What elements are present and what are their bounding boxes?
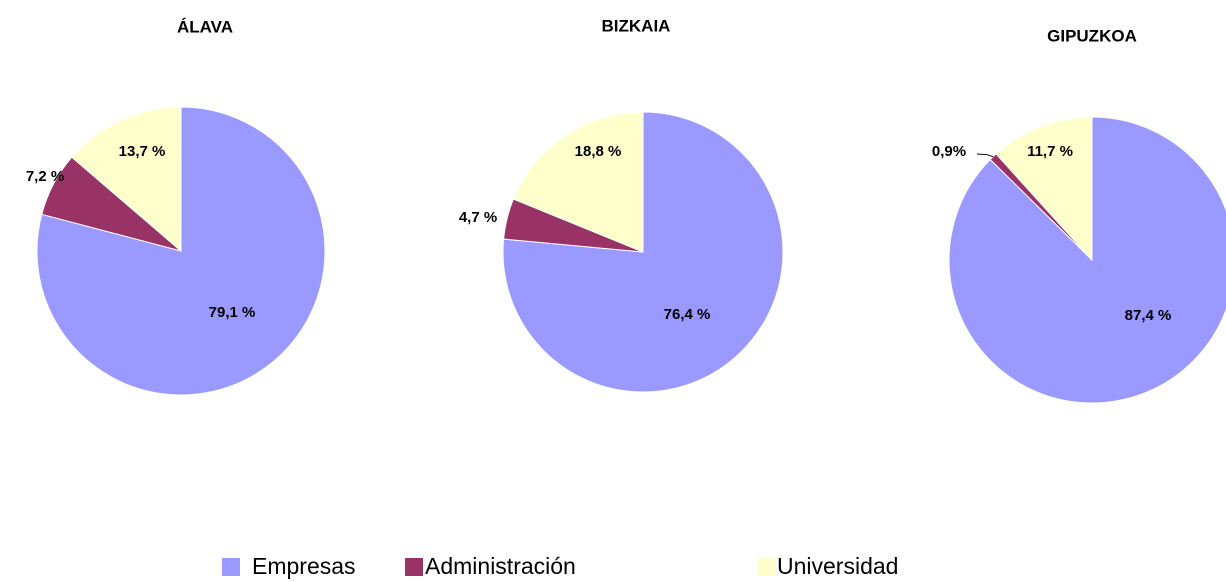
- leader-line: [976, 153, 994, 158]
- data-label: 4,7 %: [459, 209, 497, 226]
- chart-title: BIZKAIA: [602, 16, 671, 35]
- chart-title: GIPUZKOA: [1047, 26, 1137, 45]
- legend-swatch: [757, 558, 775, 576]
- legend-swatch: [405, 558, 423, 576]
- chart-title: ÁLAVA: [177, 17, 233, 36]
- pie-slice: [502, 111, 784, 393]
- legend-swatch: [222, 558, 240, 576]
- pie-slice: [512, 111, 644, 253]
- data-label: 18,8 %: [575, 143, 622, 160]
- data-label: 0,9%: [932, 143, 966, 160]
- legend-label: Universidad: [777, 553, 898, 579]
- pie-slice: [948, 116, 1226, 404]
- data-label: 76,4 %: [664, 306, 711, 323]
- data-label: 11,7 %: [1027, 143, 1073, 160]
- pie-slice: [995, 116, 1093, 262]
- data-label: 13,7 %: [119, 143, 166, 160]
- legend-label: Empresas: [252, 553, 356, 579]
- data-label: 79,1 %: [209, 304, 256, 321]
- data-label: 7,2 %: [26, 168, 64, 185]
- data-label: 87,4 %: [1125, 307, 1172, 324]
- legend-label: Administración: [425, 553, 576, 579]
- pie-slice: [71, 106, 182, 253]
